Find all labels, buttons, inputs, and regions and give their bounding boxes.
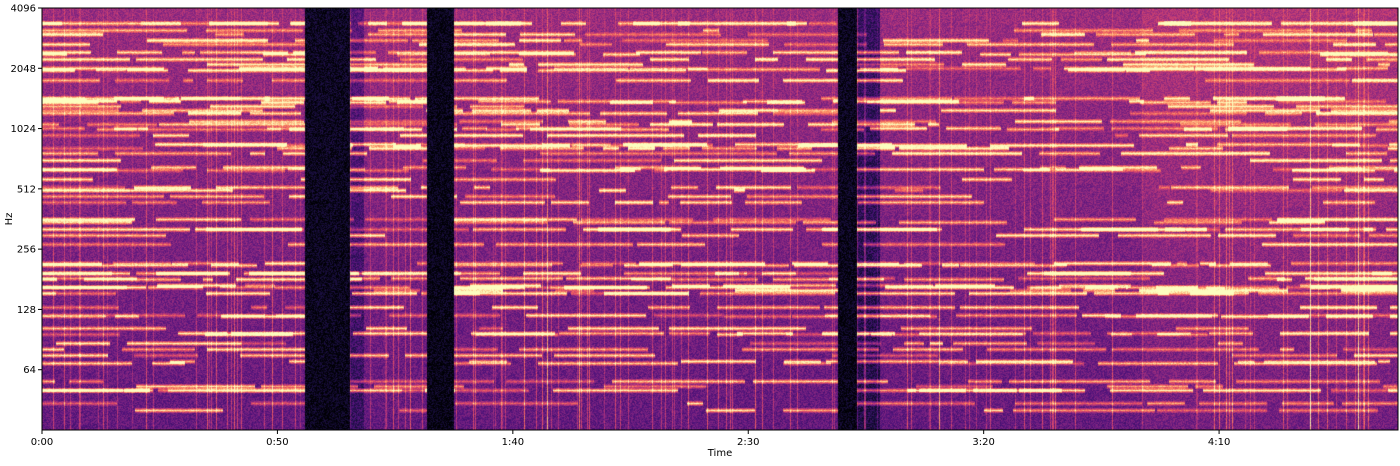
x-tick-label: 0:00	[31, 437, 53, 448]
x-tick-label: 2:30	[737, 437, 759, 448]
x-tick-label: 1:40	[502, 437, 524, 448]
x-tick-label: 0:50	[266, 437, 288, 448]
x-axis: 0:00 0:50 1:40 2:30 3:20 4:10	[31, 430, 1230, 448]
plot-area	[42, 8, 1398, 430]
y-tick-label: 4096	[11, 4, 36, 15]
y-tick-label: 64	[23, 365, 36, 376]
y-axis-title: Hz	[4, 213, 15, 226]
y-tick-label: 512	[17, 184, 36, 195]
y-axis: 64 128 256 512 1024 2048 4096	[11, 4, 42, 376]
x-axis-title: Time	[707, 448, 732, 459]
y-tick-label: 2048	[11, 64, 36, 75]
x-tick-label: 3:20	[972, 437, 994, 448]
y-tick-label: 128	[17, 305, 36, 316]
axes-frame	[41, 7, 1399, 431]
x-tick-label: 4:10	[1208, 437, 1230, 448]
y-tick-label: 1024	[11, 124, 36, 135]
spectrogram-image	[42, 8, 1398, 430]
y-tick-label: 256	[17, 245, 36, 256]
